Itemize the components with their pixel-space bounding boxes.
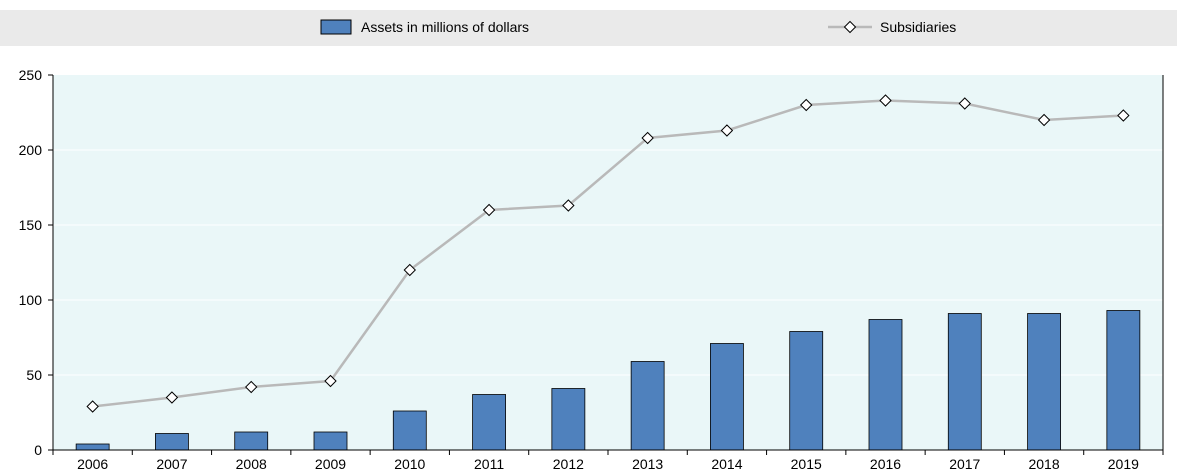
- y-tick-label: 250: [19, 67, 43, 83]
- x-tick-label: 2006: [77, 456, 108, 472]
- legend-bar-label: Assets in millions of dollars: [361, 19, 529, 35]
- y-tick-label: 200: [19, 142, 43, 158]
- legend-line-marker: [843, 20, 857, 34]
- y-axis: 0 50 100 150 200 250: [19, 67, 1164, 458]
- x-axis: 2006 2007 2008 2009 2010 2011 2012 2013 2014 2015…: [52, 449, 1164, 472]
- legend-line-label: Subsidiaries: [880, 19, 956, 35]
- gridlines: [53, 149, 1163, 376]
- point-2015: [800, 98, 813, 112]
- legend-background: [0, 10, 1177, 46]
- bar-2018: [1027, 313, 1061, 451]
- x-tick-label: 2017: [949, 456, 980, 472]
- y-tick-label: 50: [26, 367, 42, 383]
- bar-2008: [234, 431, 269, 451]
- point-2016: [879, 94, 892, 107]
- plot-area: [53, 75, 1163, 450]
- x-tick-label: 2016: [870, 456, 901, 472]
- point-2019: [1117, 109, 1130, 122]
- bar-2014: [710, 343, 744, 451]
- x-tick-label: 2007: [156, 456, 187, 472]
- bar-2017: [947, 313, 982, 451]
- bar-2013: [630, 361, 665, 451]
- bar-2019: [1106, 310, 1141, 451]
- point-2009: [324, 374, 337, 388]
- x-tick-label: 2013: [632, 456, 663, 472]
- x-tick-label: 2015: [791, 456, 822, 472]
- point-2007: [165, 391, 179, 404]
- bar-2016: [868, 319, 903, 451]
- bar-2007: [155, 433, 189, 451]
- bars: [75, 310, 1141, 451]
- point-2012: [562, 199, 575, 212]
- y-tick-label: 150: [19, 217, 43, 233]
- point-2008: [245, 380, 258, 394]
- bar-2010: [392, 410, 427, 451]
- x-tick-label: 2019: [1108, 456, 1139, 472]
- point-2010: [403, 263, 416, 277]
- x-tick-label: 2014: [711, 456, 742, 472]
- point-2011: [482, 203, 496, 217]
- point-2018: [1037, 113, 1051, 127]
- bar-2012: [551, 388, 586, 451]
- legend-bar-swatch: [320, 19, 352, 35]
- bar-2011: [472, 394, 506, 451]
- x-tick-label: 2011: [474, 456, 504, 472]
- point-2006: [86, 400, 99, 413]
- line-series: [86, 94, 1130, 413]
- point-2014: [720, 124, 734, 137]
- bar-2015: [789, 331, 824, 451]
- x-tick-label: 2012: [553, 456, 584, 472]
- x-tick-label: 2010: [394, 456, 425, 472]
- bar-2006: [75, 443, 110, 451]
- bar-2009: [313, 431, 348, 451]
- y-tick-label: 100: [19, 292, 43, 308]
- x-tick-label: 2018: [1028, 456, 1059, 472]
- point-2017: [958, 97, 971, 110]
- y-tick-label: 0: [34, 442, 42, 458]
- subsidiaries-line: [92, 99, 1124, 408]
- x-tick-label: 2009: [315, 456, 346, 472]
- point-2013: [641, 131, 654, 145]
- x-tick-label: 2008: [236, 456, 267, 472]
- legend: Assets in millions of dollars Subsidiari…: [320, 19, 956, 35]
